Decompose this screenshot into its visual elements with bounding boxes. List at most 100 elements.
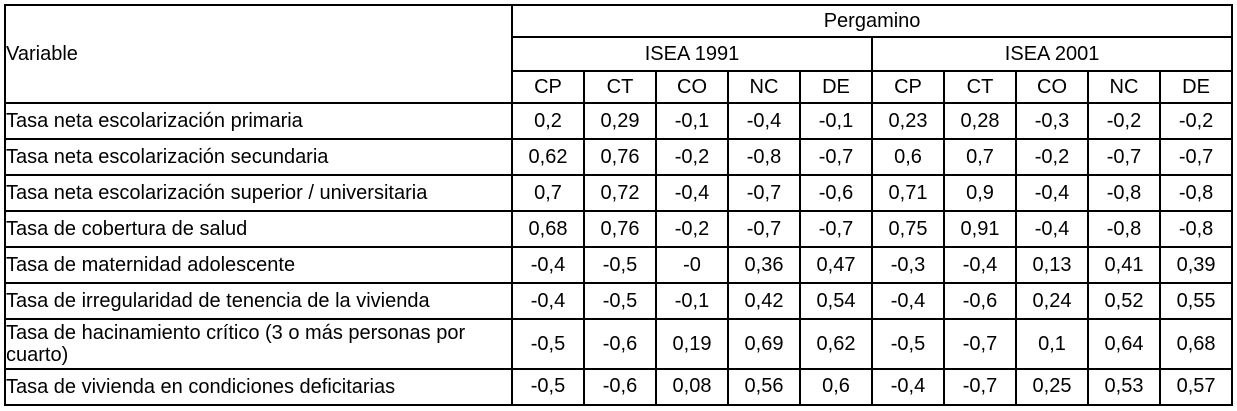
cell-value: 0,64 <box>1087 318 1161 370</box>
subgroup-header-isea-2001: ISEA 2001 <box>870 36 1234 72</box>
cell-value: -0,4 <box>655 174 729 213</box>
cell-value: -0,6 <box>799 174 873 213</box>
cell-value: -0,6 <box>943 282 1017 321</box>
cell-value: 0,54 <box>799 282 873 321</box>
correlation-table: Variable Pergamino ISEA 1991 ISEA 2001 C… <box>4 4 1234 407</box>
column-header-nc-2001: NC <box>1087 70 1161 104</box>
row-label: Tasa neta escolarización superior / univ… <box>4 174 513 213</box>
table-row: Tasa neta escolarización superior / univ… <box>4 174 1234 213</box>
cell-value: -0,4 <box>1015 210 1089 249</box>
cell-value: 0,28 <box>943 101 1017 141</box>
row-label: Tasa de maternidad adolescente <box>4 246 513 285</box>
row-label: Tasa de irregularidad de tenencia de la … <box>4 282 513 321</box>
cell-value: 0,72 <box>583 174 657 213</box>
cell-value: 0,25 <box>1015 367 1089 407</box>
cell-value: -0,8 <box>1158 210 1234 249</box>
cell-value: -0,7 <box>799 138 873 177</box>
column-header-co-2001: CO <box>1015 70 1089 104</box>
column-header-ct-1991: CT <box>583 70 657 104</box>
cell-value: -0,8 <box>1087 174 1161 213</box>
table-row: Tasa de irregularidad de tenencia de la … <box>4 282 1234 321</box>
cell-value: -0,2 <box>1158 101 1234 141</box>
cell-value: 0,13 <box>1015 246 1089 285</box>
column-header-nc-1991: NC <box>727 70 801 104</box>
cell-value: 0,7 <box>943 138 1017 177</box>
cell-value: -0,2 <box>655 210 729 249</box>
row-label: Tasa de cobertura de salud <box>4 210 513 249</box>
cell-value: -0,8 <box>1158 174 1234 213</box>
cell-value: 0,1 <box>1015 318 1089 370</box>
variable-column-header: Variable <box>4 4 513 104</box>
table-row: Tasa neta escolarización primaria 0,2 0,… <box>4 101 1234 141</box>
cell-value: -0,7 <box>943 318 1017 370</box>
cell-value: 0,2 <box>511 101 585 141</box>
cell-value: -0,8 <box>1087 210 1161 249</box>
cell-value: -0,7 <box>799 210 873 249</box>
cell-value: 0,55 <box>1158 282 1234 321</box>
table-row: Tasa neta escolarización secundaria 0,62… <box>4 138 1234 177</box>
table-header: Variable Pergamino ISEA 1991 ISEA 2001 C… <box>4 4 1234 104</box>
cell-value: -0,4 <box>943 246 1017 285</box>
group-header-row: Variable Pergamino <box>4 4 1234 104</box>
cell-value: -0,2 <box>1015 138 1089 177</box>
cell-value: 0,23 <box>871 101 945 141</box>
column-header-ct-2001: CT <box>943 70 1017 104</box>
row-label: Tasa neta escolarización primaria <box>4 101 513 141</box>
column-header-cp-1991: CP <box>511 70 585 104</box>
cell-value: -0,7 <box>943 367 1017 407</box>
cell-value: 0,52 <box>1087 282 1161 321</box>
cell-value: -0,4 <box>871 282 945 321</box>
cell-value: -0,5 <box>871 318 945 370</box>
cell-value: 0,71 <box>871 174 945 213</box>
cell-value: 0,47 <box>799 246 873 285</box>
cell-value: 0,7 <box>511 174 585 213</box>
cell-value: -0,7 <box>1158 138 1234 177</box>
column-header-de-2001: DE <box>1158 70 1234 104</box>
cell-value: -0,4 <box>1015 174 1089 213</box>
cell-value: 0,68 <box>511 210 585 249</box>
cell-value: -0,8 <box>727 138 801 177</box>
table-body: Tasa neta escolarización primaria 0,2 0,… <box>4 101 1234 407</box>
cell-value: 0,24 <box>1015 282 1089 321</box>
cell-value: 0,41 <box>1087 246 1161 285</box>
subgroup-header-row: ISEA 1991 ISEA 2001 <box>5 36 1234 72</box>
table-row: Tasa de vivienda en condiciones deficita… <box>4 367 1234 407</box>
column-header-co-1991: CO <box>655 70 729 104</box>
cell-value: -0,1 <box>655 282 729 321</box>
cell-value: -0,1 <box>799 101 873 141</box>
cell-value: 0,56 <box>727 367 801 407</box>
cell-value: 0,42 <box>727 282 801 321</box>
cell-value: -0,5 <box>583 282 657 321</box>
subgroup-header-isea-1991: ISEA 1991 <box>511 36 873 72</box>
cell-value: -0,4 <box>511 246 585 285</box>
cell-value: -0,5 <box>511 367 585 407</box>
cell-value: -0,4 <box>727 101 801 141</box>
cell-value: 0,29 <box>583 101 657 141</box>
cell-value: -0,7 <box>1087 138 1161 177</box>
cell-value: -0,4 <box>871 367 945 407</box>
cell-value: -0,1 <box>655 101 729 141</box>
cell-value: -0,5 <box>511 318 585 370</box>
cell-value: 0,6 <box>871 138 945 177</box>
cell-value: -0,6 <box>583 367 657 407</box>
cell-value: 0,76 <box>583 210 657 249</box>
row-label: Tasa neta escolarización secundaria <box>4 138 513 177</box>
cell-value: 0,75 <box>871 210 945 249</box>
column-header-row: CP CT CO NC DE CP CT CO NC DE <box>5 70 1234 104</box>
cell-value: 0,08 <box>655 367 729 407</box>
cell-value: 0,68 <box>1158 318 1234 370</box>
cell-value: -0 <box>655 246 729 285</box>
table-row: Tasa de maternidad adolescente -0,4 -0,5… <box>4 246 1234 285</box>
cell-value: -0,2 <box>1087 101 1161 141</box>
cell-value: -0,3 <box>1015 101 1089 141</box>
cell-value: 0,6 <box>799 367 873 407</box>
cell-value: 0,19 <box>655 318 729 370</box>
cell-value: 0,53 <box>1087 367 1161 407</box>
column-header-de-1991: DE <box>799 70 873 104</box>
row-label: Tasa de vivienda en condiciones deficita… <box>4 367 513 407</box>
cell-value: 0,36 <box>727 246 801 285</box>
cell-value: 0,76 <box>583 138 657 177</box>
cell-value: 0,39 <box>1158 246 1234 285</box>
cell-value: 0,9 <box>943 174 1017 213</box>
cell-value: -0,5 <box>583 246 657 285</box>
